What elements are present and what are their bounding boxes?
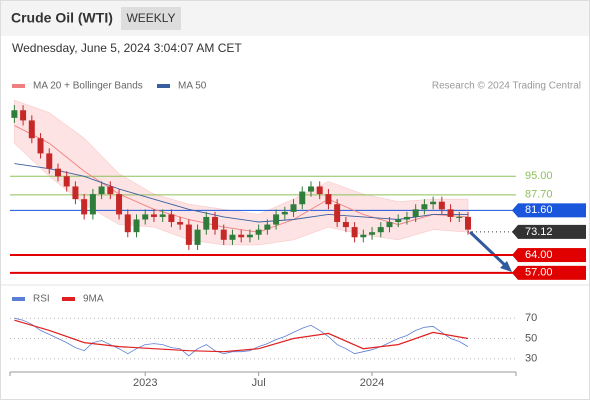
level-badge <box>518 224 586 239</box>
credit: Research © 2024 Trading Central <box>432 81 581 92</box>
candle-body <box>194 229 201 245</box>
subtitle: Wednesday, June 5, 2024 3:04:07 AM CET <box>12 41 242 55</box>
legend-swatch <box>12 297 25 301</box>
chart-title: Crude Oil (WTI) <box>11 10 113 26</box>
candle-body <box>229 234 236 240</box>
candle-body <box>255 229 262 235</box>
candle-body <box>360 234 367 238</box>
x-tick-label: Jul <box>252 377 266 389</box>
candle-body <box>212 216 219 230</box>
x-tick-label: 2024 <box>360 377 384 389</box>
candle-body <box>273 214 280 225</box>
candle-body <box>177 222 184 225</box>
candle-body <box>37 138 44 154</box>
candle-body <box>133 219 140 233</box>
candle-body <box>412 209 419 217</box>
candle-body <box>168 214 175 223</box>
rsi-tick-label: 50 <box>525 332 537 344</box>
candle-body <box>124 214 131 233</box>
rsi-line <box>14 319 469 353</box>
candle-body <box>307 186 314 192</box>
rsi-line <box>14 317 469 357</box>
candle-body <box>351 227 358 238</box>
level-label: 64.00 <box>525 249 553 261</box>
candle-body <box>72 186 79 200</box>
candle-body <box>220 229 227 240</box>
ma-line <box>14 163 468 223</box>
candle-body <box>290 204 297 212</box>
candle-body <box>150 214 157 217</box>
legend-swatch <box>157 84 170 88</box>
candle-body <box>299 191 306 205</box>
candle-body <box>281 211 288 215</box>
level-label: 95.00 <box>525 170 553 182</box>
level-label: 73.12 <box>525 226 553 238</box>
timeframe-badge <box>121 7 181 30</box>
candle-body <box>386 222 393 228</box>
level-label: 87.70 <box>525 189 553 201</box>
candle-body <box>46 153 53 169</box>
candle-body <box>438 201 445 210</box>
legend-label: 9MA <box>83 294 104 305</box>
rsi-tick-label: 70 <box>525 312 537 324</box>
x-tick-label: 2023 <box>133 377 157 389</box>
legend-label: MA 50 <box>178 81 207 92</box>
candle-body <box>20 110 27 121</box>
candle-body <box>185 224 192 245</box>
level-badge <box>518 203 586 218</box>
candle-body <box>447 209 454 217</box>
header-bar <box>1 1 589 36</box>
candle-body <box>107 186 114 195</box>
candle-body <box>116 194 123 215</box>
candle-body <box>89 194 96 215</box>
candle-body <box>28 120 35 139</box>
candle-body <box>264 224 271 230</box>
candle-body <box>377 227 384 233</box>
candle-body <box>98 186 105 195</box>
candle-body <box>11 110 18 118</box>
timeframe: WEEKLY <box>126 11 175 25</box>
legend-label: RSI <box>33 294 50 305</box>
level-badge-tip <box>512 224 518 239</box>
candle-body <box>403 216 410 220</box>
candle-body <box>54 168 61 177</box>
candle-body <box>334 204 341 223</box>
candle-body <box>456 216 463 218</box>
level-label: 81.60 <box>525 204 553 216</box>
candle-body <box>142 214 149 220</box>
candle-body <box>316 186 323 195</box>
candle-body <box>465 216 472 230</box>
rsi-tick-label: 30 <box>525 353 537 365</box>
level-badge-tip <box>512 203 518 218</box>
candle-body <box>81 199 88 215</box>
level-label: 57.00 <box>525 267 553 279</box>
candle-body <box>246 234 253 238</box>
candle-body <box>421 204 428 210</box>
candle-body <box>395 219 402 223</box>
legend-swatch <box>62 297 75 301</box>
level-badge <box>518 248 586 263</box>
forecast-arrow <box>468 230 510 270</box>
legend-swatch <box>12 84 25 88</box>
candle-body <box>342 222 349 228</box>
level-badge-tip <box>512 248 518 263</box>
candle-body <box>238 234 245 238</box>
candle-body <box>159 214 166 217</box>
level-badge <box>518 265 586 280</box>
candle-body <box>325 194 332 205</box>
level-badge-tip <box>512 265 518 280</box>
arrow-head <box>500 261 512 272</box>
legend-label: MA 20 + Bollinger Bands <box>33 81 143 92</box>
candle-body <box>203 216 210 230</box>
candle-body <box>369 232 376 235</box>
candle-body <box>63 176 70 187</box>
candle-body <box>430 201 437 205</box>
